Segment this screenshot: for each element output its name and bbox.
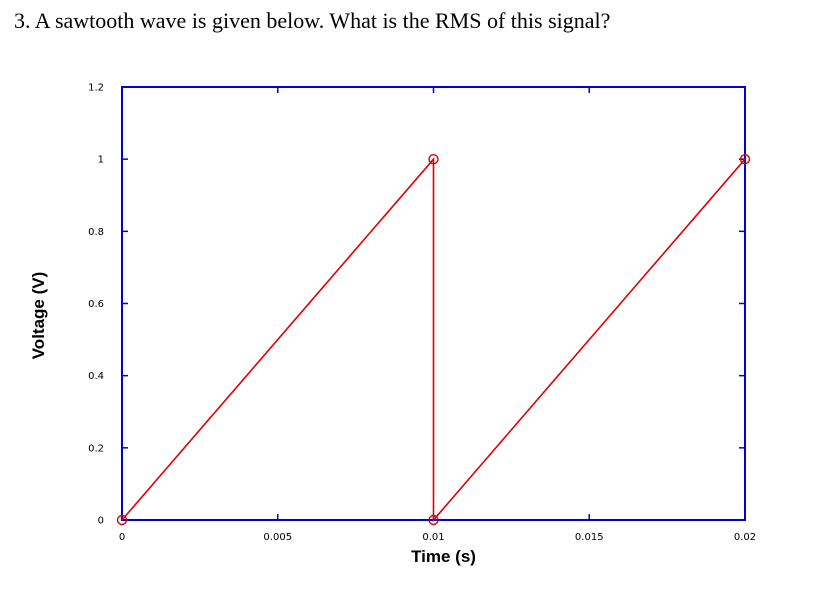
x-tick-label: 0.01 <box>422 532 444 543</box>
x-tick-label: 0 <box>119 532 125 543</box>
y-tick-label: 0.2 <box>88 443 104 454</box>
sawtooth-line <box>121 157 746 523</box>
y-tick-label: 0.8 <box>88 227 104 238</box>
y-tick-label: 0.4 <box>88 371 104 382</box>
x-tick-label: 0.005 <box>263 532 292 543</box>
data-point <box>428 153 439 165</box>
y-tick-label: 1.2 <box>88 83 104 94</box>
x-axis-label: Time (s) <box>411 547 476 566</box>
y-tick-label: 1 <box>98 155 104 166</box>
y-tick-label: 0 <box>98 516 104 527</box>
question-text: 3. A sawtooth wave is given below. What … <box>14 8 611 33</box>
x-tick-label: 0.02 <box>734 532 756 543</box>
data-point <box>116 514 128 526</box>
data-point <box>428 514 439 526</box>
x-tick-label: 0.015 <box>575 532 604 543</box>
data-point <box>739 153 751 165</box>
y-tick-label: 0.6 <box>88 299 104 310</box>
y-axis-label: Voltage (V) <box>29 272 48 360</box>
